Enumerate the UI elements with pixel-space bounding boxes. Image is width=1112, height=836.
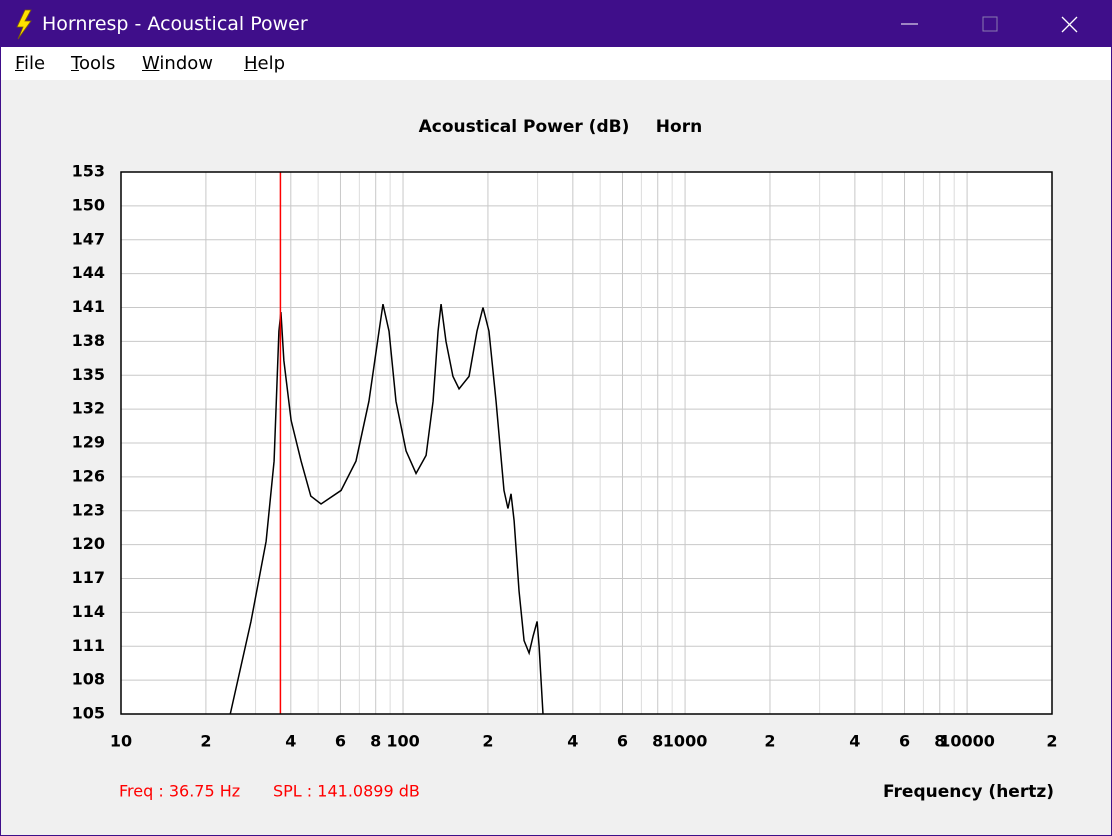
title-bar: Hornresp - Acoustical Power bbox=[1, 1, 1111, 47]
y-tick-label: 138 bbox=[72, 331, 105, 350]
y-tick-label: 126 bbox=[72, 466, 105, 485]
y-tick-label: 141 bbox=[72, 297, 105, 316]
x-tick-label: 2 bbox=[482, 732, 493, 751]
x-tick-label: 6 bbox=[617, 732, 628, 751]
y-tick-label: 114 bbox=[72, 602, 105, 621]
x-tick-label: 1000 bbox=[663, 732, 708, 751]
y-tick-label: 108 bbox=[72, 670, 105, 689]
x-tick-label: 8 bbox=[934, 732, 945, 751]
menu-item[interactable]: Help bbox=[244, 53, 286, 74]
close-button[interactable] bbox=[1061, 16, 1078, 33]
y-tick-label: 129 bbox=[72, 433, 105, 452]
y-tick-label: 123 bbox=[72, 500, 105, 519]
menu-item[interactable]: File bbox=[15, 53, 46, 74]
y-tick-label: 144 bbox=[72, 263, 105, 282]
window-controls[interactable] bbox=[891, 1, 1111, 47]
window-title: Hornresp - Acoustical Power bbox=[42, 13, 308, 35]
y-tick-label: 153 bbox=[72, 162, 105, 181]
x-tick-label: 10 bbox=[110, 732, 132, 751]
y-tick-label: 135 bbox=[72, 365, 105, 384]
x-tick-label: 4 bbox=[285, 732, 296, 751]
menu-item[interactable]: Window bbox=[142, 53, 213, 74]
y-tick-label: 150 bbox=[72, 195, 105, 214]
cursor-freq-label: Freq : 36.75 Hz bbox=[119, 782, 240, 801]
app-icon bbox=[16, 9, 32, 40]
x-tick-label: 2 bbox=[1046, 732, 1057, 751]
data-line bbox=[229, 303, 544, 715]
chart-subtitle: Horn bbox=[656, 117, 702, 137]
x-tick-label: 8 bbox=[370, 732, 381, 751]
y-tick-label: 111 bbox=[72, 636, 105, 655]
x-tick-label: 4 bbox=[849, 732, 860, 751]
x-tick-label: 6 bbox=[899, 732, 910, 751]
x-tick-label: 4 bbox=[567, 732, 578, 751]
x-axis-label: Frequency (hertz) bbox=[883, 782, 1054, 802]
cursor-spl-label: SPL : 141.0899 dB bbox=[273, 782, 420, 801]
y-tick-label: 132 bbox=[72, 399, 105, 418]
menu-item[interactable]: Tools bbox=[71, 53, 116, 74]
x-tick-label: 8 bbox=[652, 732, 663, 751]
menu-bar: File Tools Window Help bbox=[1, 47, 1111, 80]
x-tick-label: 10000 bbox=[939, 732, 995, 751]
x-tick-label: 6 bbox=[335, 732, 346, 751]
x-tick-label: 2 bbox=[200, 732, 211, 751]
x-tick-label: 2 bbox=[764, 732, 775, 751]
y-tick-label: 105 bbox=[72, 704, 105, 723]
y-tick-label: 147 bbox=[72, 229, 105, 248]
plot-frame bbox=[120, 171, 1053, 715]
x-tick-label: 100 bbox=[386, 732, 419, 751]
y-tick-label: 117 bbox=[72, 568, 105, 587]
y-tick-label: 120 bbox=[72, 534, 105, 553]
chart-title: Acoustical Power (dB) bbox=[419, 117, 630, 137]
maximize-button[interactable] bbox=[982, 16, 998, 32]
